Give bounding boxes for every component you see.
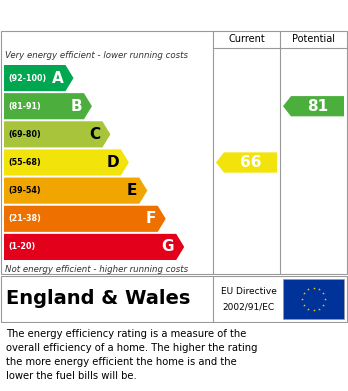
Text: Energy Efficiency Rating: Energy Efficiency Rating xyxy=(8,7,218,23)
Polygon shape xyxy=(4,206,166,232)
Text: EU Directive: EU Directive xyxy=(221,287,276,296)
Text: 81: 81 xyxy=(307,99,328,114)
Polygon shape xyxy=(4,93,92,119)
Text: Very energy efficient - lower running costs: Very energy efficient - lower running co… xyxy=(5,52,188,61)
Polygon shape xyxy=(4,149,129,176)
Polygon shape xyxy=(4,65,73,91)
Polygon shape xyxy=(216,152,277,173)
Text: (81-91): (81-91) xyxy=(8,102,41,111)
Text: (21-38): (21-38) xyxy=(8,214,41,223)
Text: England & Wales: England & Wales xyxy=(6,289,190,308)
Bar xyxy=(283,279,344,319)
Polygon shape xyxy=(4,234,184,260)
Text: (69-80): (69-80) xyxy=(8,130,41,139)
Text: G: G xyxy=(162,239,174,255)
Text: 66: 66 xyxy=(240,155,261,170)
Text: C: C xyxy=(89,127,101,142)
Text: Potential: Potential xyxy=(292,34,335,44)
Text: A: A xyxy=(52,70,63,86)
Text: (39-54): (39-54) xyxy=(8,186,41,195)
Text: B: B xyxy=(70,99,82,114)
Text: Current: Current xyxy=(228,34,265,44)
Text: 2002/91/EC: 2002/91/EC xyxy=(222,303,275,312)
Text: (92-100): (92-100) xyxy=(8,74,46,83)
Polygon shape xyxy=(283,96,344,117)
Text: (55-68): (55-68) xyxy=(8,158,41,167)
Text: E: E xyxy=(127,183,137,198)
Polygon shape xyxy=(4,121,110,147)
Text: (1-20): (1-20) xyxy=(8,242,35,251)
Text: D: D xyxy=(106,155,119,170)
Polygon shape xyxy=(4,178,147,204)
Text: The energy efficiency rating is a measure of the
overall efficiency of a home. T: The energy efficiency rating is a measur… xyxy=(6,329,258,381)
Text: F: F xyxy=(145,211,156,226)
Text: Not energy efficient - higher running costs: Not energy efficient - higher running co… xyxy=(5,264,188,273)
